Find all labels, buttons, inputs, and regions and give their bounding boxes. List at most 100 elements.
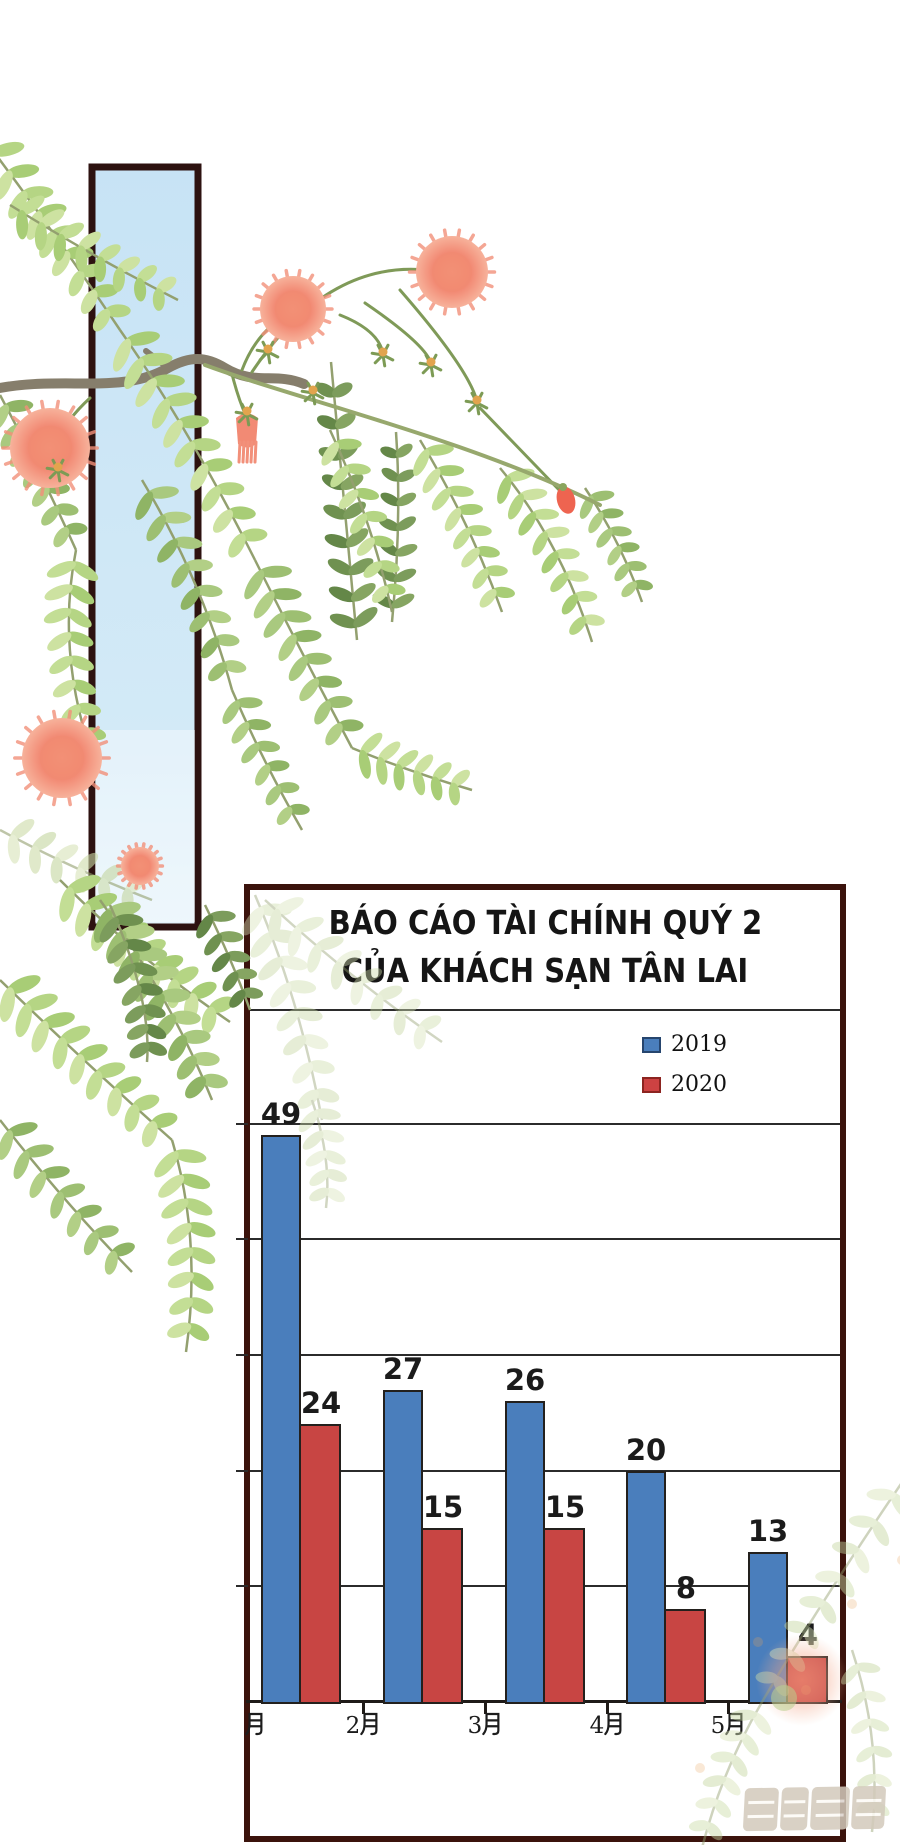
- leaf-frond: [93, 899, 228, 1101]
- month-number: 2: [345, 1713, 361, 1739]
- legend-label: 2020: [671, 1072, 727, 1097]
- foliage-left: [0, 875, 264, 1353]
- y-axis-tick: [236, 1238, 248, 1240]
- x-axis-label-3月: 3: [450, 1711, 520, 1741]
- legend-label: 2019: [671, 1032, 727, 1057]
- bar-value-label: 24: [300, 1386, 342, 1420]
- month-number: 4: [589, 1713, 605, 1739]
- window-frame: [88, 163, 202, 931]
- leaf-frond: [244, 559, 364, 749]
- chart-gridline: [250, 1238, 840, 1240]
- leaf-frond: [0, 141, 131, 332]
- legend-swatch-2020: [642, 1077, 661, 1093]
- leaf-frond: [222, 689, 310, 831]
- tencent-comics-watermark: [742, 1785, 887, 1832]
- pompom-flower: [252, 268, 334, 350]
- chart-gridline: [250, 1009, 840, 1011]
- hanging-flower: [234, 402, 259, 464]
- leaf-frond: [135, 479, 247, 691]
- bar-value-label: 27: [382, 1352, 424, 1386]
- bar-value-label: 20: [625, 1433, 667, 1467]
- bud-calyx: [45, 458, 70, 483]
- bar-value-label: 13: [747, 1514, 789, 1548]
- bud-calyx: [418, 353, 443, 378]
- foliage-top: [0, 141, 653, 912]
- bar-2020-2月: [421, 1528, 463, 1704]
- leaf-frond: [0, 818, 153, 912]
- pompom-flower: [407, 228, 497, 316]
- leaf-frond: [59, 875, 235, 1034]
- month-glyph-yue: [482, 1712, 500, 1736]
- flower-stems: [53, 267, 565, 496]
- bar-2020-5月: [786, 1656, 828, 1704]
- pompom-flower: [115, 842, 165, 890]
- chart-gridline: [250, 1123, 840, 1125]
- x-axis-label-5月: 5: [693, 1711, 763, 1741]
- bar-value-label: 8: [675, 1571, 697, 1605]
- x-axis-label-1月: [245, 1711, 271, 1741]
- bud-calyx: [464, 391, 489, 416]
- month-number: 5: [710, 1713, 726, 1739]
- x-axis-tick: [727, 1703, 730, 1714]
- leaf-frond: [99, 904, 168, 1063]
- legend-swatch-2019: [642, 1037, 661, 1053]
- y-axis-tick: [236, 1585, 248, 1587]
- x-axis-tick: [606, 1703, 609, 1714]
- leaf-frond: [413, 439, 515, 613]
- bar-2019-1月: [261, 1135, 301, 1704]
- month-glyph-yue: [604, 1712, 622, 1736]
- leaf-frond: [579, 487, 653, 603]
- bar-2020-4月: [664, 1609, 706, 1704]
- leaf-frond: [351, 732, 473, 806]
- leaf-frond: [315, 361, 378, 641]
- y-axis-tick: [236, 1123, 248, 1125]
- watermark-glyph: [850, 1785, 887, 1830]
- bar-2019-3月: [505, 1401, 545, 1704]
- month-number: 3: [467, 1713, 483, 1739]
- chart-gridline: [250, 1470, 840, 1472]
- watermark-glyph: [809, 1786, 851, 1831]
- bar-value-label: 4: [797, 1618, 819, 1652]
- chart-gridline: [250, 1354, 840, 1356]
- leaf-frond: [43, 549, 107, 757]
- leaf-frond: [372, 431, 418, 623]
- bud-calyx: [234, 402, 259, 427]
- bar-2020-1月: [299, 1424, 341, 1704]
- leaf-frond: [0, 975, 178, 1148]
- watermark-glyph: [742, 1787, 780, 1832]
- bar-2019-4月: [626, 1471, 666, 1704]
- bud-calyx: [370, 343, 395, 368]
- leaf-frond: [321, 429, 406, 613]
- chart-title-line2: CỦA KHÁCH SẠN TÂN LAI: [341, 951, 749, 990]
- bar-2020-3月: [543, 1528, 585, 1704]
- month-glyph-yue: [245, 1712, 263, 1736]
- month-glyph-yue: [360, 1712, 378, 1736]
- bar-2019-2月: [383, 1390, 423, 1704]
- bar-value-label: 49: [260, 1097, 302, 1131]
- bar-value-label: 15: [544, 1490, 586, 1524]
- bar-value-label: 26: [504, 1363, 546, 1397]
- bud-calyx: [255, 340, 280, 365]
- leaf-frond: [112, 329, 268, 561]
- chart-title-line1: BÁO CÁO TÀI CHÍNH QUÝ 2: [328, 903, 762, 942]
- month-glyph-yue: [725, 1712, 743, 1736]
- x-axis-tick: [484, 1703, 487, 1714]
- bud-calyx: [300, 381, 325, 406]
- leaf-frond: [9, 195, 179, 311]
- tree-branch: [0, 348, 309, 394]
- red-berry: [556, 483, 576, 514]
- pompom-flower: [1, 399, 99, 497]
- x-axis-label-2月: 2: [328, 1711, 398, 1741]
- pompom-flower: [13, 709, 111, 807]
- leaf-frond: [154, 1139, 216, 1353]
- leaf-frond: [0, 394, 88, 551]
- y-axis-tick: [236, 1354, 248, 1356]
- legend-item-2019: 2019: [642, 1032, 762, 1057]
- watermark-glyph: [779, 1787, 810, 1831]
- leaf-frond: [0, 1119, 135, 1275]
- legend-item-2020: 2020: [642, 1072, 762, 1097]
- x-axis-tick: [362, 1703, 365, 1714]
- x-axis-label-4月: 4: [572, 1711, 642, 1741]
- y-axis-tick: [236, 1470, 248, 1472]
